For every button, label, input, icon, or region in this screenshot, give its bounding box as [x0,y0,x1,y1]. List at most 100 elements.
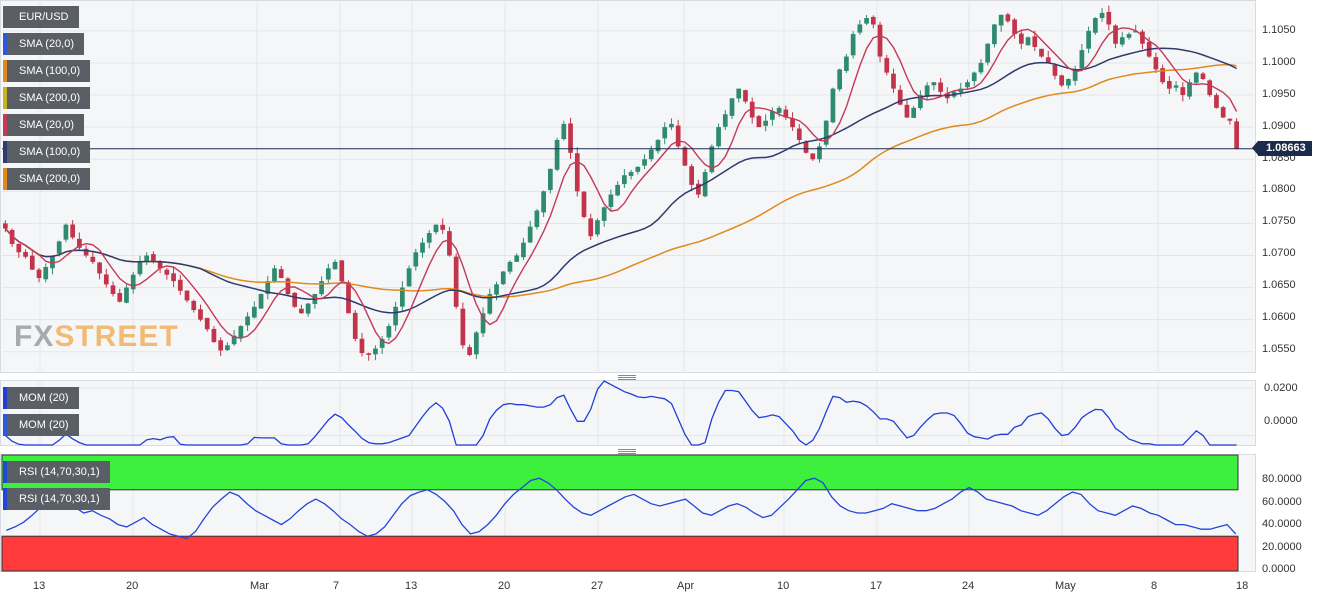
panel-resize-handle[interactable] [618,449,636,454]
candle-body [803,141,809,153]
candle-body [662,127,668,139]
legend-sma-100-b[interactable]: SMA (100,0) [3,141,91,163]
candle-body [938,82,943,92]
candle-body [177,279,183,291]
sma-100-line [4,47,1237,314]
candle-body [534,210,540,227]
candle-body [568,123,573,153]
rsi-y-tick: 40.0000 [1262,518,1302,530]
candle-body [225,345,230,351]
candle-body [1099,12,1105,19]
x-tick-label: 27 [591,580,604,592]
candle-body [305,303,311,314]
candle-body [399,287,405,307]
legend-sma-200-b[interactable]: SMA (200,0) [3,168,91,190]
candle-body [756,116,762,128]
candle-body [494,284,499,295]
legend-rsi-b[interactable]: RSI (14,70,30,1) [3,488,110,510]
candle-body [346,282,351,314]
candle-body [1126,34,1132,38]
y-tick-label: 1.0700 [1262,247,1296,259]
candle-body [426,233,432,243]
candle-body [1072,69,1078,81]
y-tick-label: 1.0900 [1262,120,1296,132]
candle-body [850,34,856,56]
candle-body [507,261,513,272]
candle-body [1086,30,1091,49]
candle-body [776,107,782,113]
candle-body [541,191,546,213]
y-tick-label: 1.0800 [1262,183,1296,195]
candle-body [480,313,486,334]
legend-sma-100[interactable]: SMA (100,0) [3,60,91,82]
candle-body [763,120,769,126]
candle-body [1153,57,1159,70]
legend-mom-b[interactable]: MOM (20) [3,414,79,436]
momentum-panel[interactable] [0,380,1256,446]
candle-body [1039,48,1044,57]
x-tick-label: 8 [1151,580,1158,592]
candle-body [1113,25,1118,44]
candle-body [1005,14,1011,22]
candle-body [332,261,338,270]
candle-body [1119,37,1125,45]
candle-body [500,271,506,285]
candle-body [144,255,150,263]
candle-body [130,274,136,290]
candle-body [77,238,82,248]
panel-resize-handle[interactable] [618,375,636,380]
candle-body [137,261,143,275]
momentum-line [4,380,1237,446]
candle-body [554,139,560,170]
candle-body [467,347,472,355]
candle-body [1106,11,1112,25]
candle-body [406,268,412,287]
x-tick-label: Mar [250,580,269,592]
candle-body [1045,57,1051,63]
candle-body [245,316,250,326]
candle-body [897,89,903,105]
candle-body [642,159,647,166]
candle-body [837,69,843,90]
candle-body [1173,85,1179,88]
logo-street: STREET [54,320,179,353]
candle-body [83,248,89,256]
legend-sma-20-b[interactable]: SMA (20,0) [3,114,85,136]
candle-body [3,223,8,229]
candle-body [823,120,829,145]
candle-body [864,18,869,24]
candle-body [588,218,594,237]
legend-sma-200[interactable]: SMA (200,0) [3,87,91,109]
candle-body [985,43,991,63]
candle-body [1234,121,1239,149]
candle-body [527,226,533,243]
candle-body [749,101,755,118]
candle-body [319,281,324,295]
candle-body [211,328,217,343]
candle-body [440,224,446,230]
x-tick-label: 13 [405,580,418,592]
candle-body [655,139,661,152]
legend-sma-20[interactable]: SMA (20,0) [3,33,85,55]
candle-body [696,183,701,195]
candle-body [70,224,76,238]
y-tick-label: 1.1000 [1262,56,1296,68]
mom-y-tick: 0.0000 [1264,415,1298,427]
candle-body [783,109,789,118]
legend-mom[interactable]: MOM (20) [3,387,79,409]
legend-rsi[interactable]: RSI (14,70,30,1) [3,461,110,483]
candle-body [393,306,398,326]
sma-200-line [4,64,1237,298]
candle-body [998,14,1004,26]
candle-body [1187,82,1192,97]
candle-body [292,292,298,307]
candle-body [648,149,654,160]
candle-body [1207,80,1213,96]
candle-body [238,326,244,338]
candle-body [50,255,55,269]
y-tick-label: 1.0950 [1262,88,1296,100]
x-tick-label: 13 [33,580,46,592]
candle-body [447,231,452,256]
candle-body [63,224,69,240]
legend-symbol[interactable]: EUR/USD [3,6,79,28]
